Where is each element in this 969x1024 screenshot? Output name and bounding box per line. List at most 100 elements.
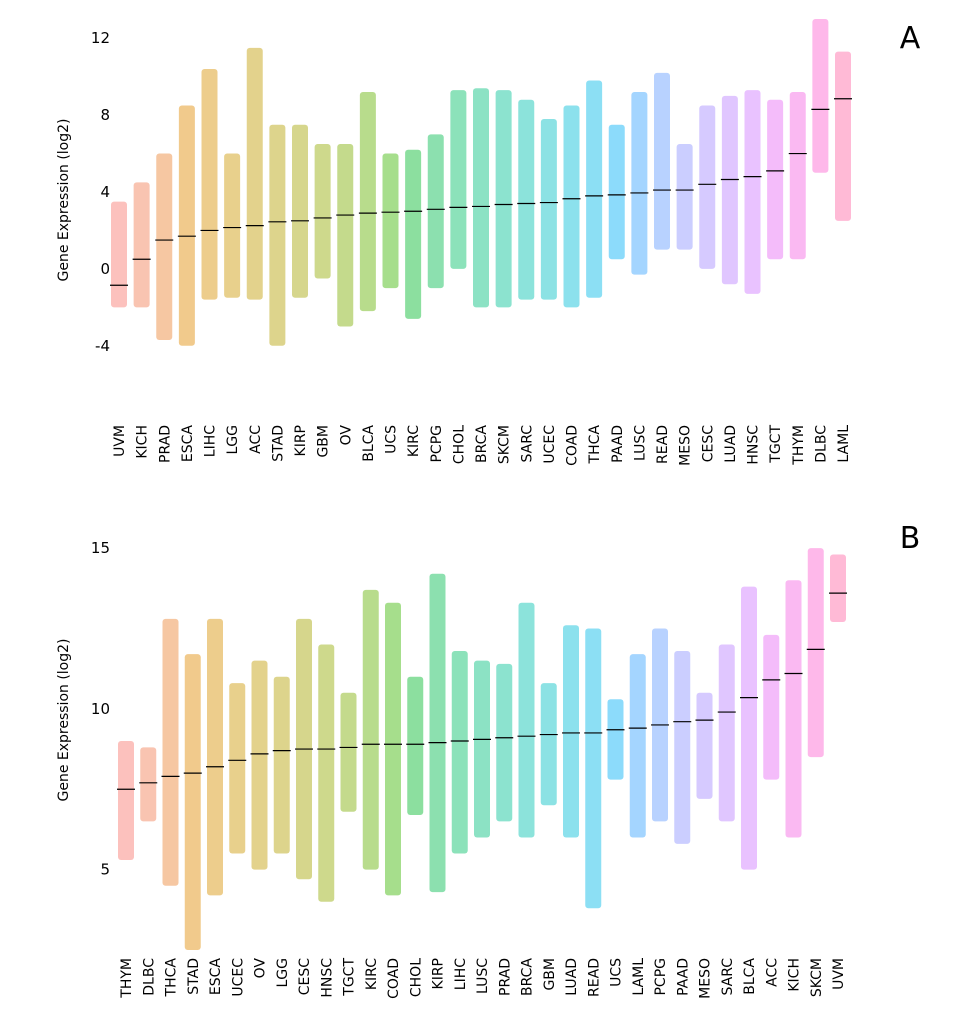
x-tick-label: PRAD bbox=[157, 425, 173, 463]
x-tick-label: KICH bbox=[787, 958, 803, 992]
sample-range bbox=[744, 90, 761, 294]
sample-range bbox=[385, 602, 401, 896]
sample-range bbox=[540, 118, 557, 300]
sample-range bbox=[427, 134, 444, 289]
x-tick-label: THYM bbox=[791, 425, 807, 466]
sample-range bbox=[654, 72, 670, 250]
x-tick-label: SARC bbox=[519, 425, 535, 463]
sample-range bbox=[741, 586, 757, 870]
x-tick-label: BRCA bbox=[520, 958, 536, 996]
x-tick-label: MESO bbox=[698, 958, 714, 999]
sample-range bbox=[292, 124, 308, 298]
x-tick-label: BLCA bbox=[361, 425, 377, 462]
sample-range bbox=[495, 90, 512, 308]
x-tick-label: KIRC bbox=[364, 958, 380, 990]
panel-label: B bbox=[900, 521, 921, 556]
sample-range bbox=[607, 699, 624, 780]
x-tick-label: GBM bbox=[316, 425, 332, 458]
x-tick-label: LGG bbox=[275, 958, 291, 988]
sample-range bbox=[631, 92, 648, 275]
sample-range bbox=[178, 105, 195, 346]
sample-range bbox=[789, 92, 806, 260]
sample-range bbox=[540, 683, 557, 806]
sample-range bbox=[518, 99, 535, 300]
x-tick-label: SARC bbox=[720, 958, 736, 996]
sample-range bbox=[207, 618, 223, 896]
y-tick-label: 4 bbox=[100, 183, 110, 201]
sample-range bbox=[496, 663, 513, 822]
sample-range bbox=[201, 68, 218, 300]
x-tick-label: CHOL bbox=[451, 425, 467, 464]
sample-range bbox=[382, 153, 399, 289]
x-tick-label: LIHC bbox=[453, 958, 469, 990]
x-tick-label: PCPG bbox=[653, 958, 669, 996]
sample-range bbox=[359, 92, 376, 312]
sample-range bbox=[812, 19, 829, 173]
sample-range bbox=[807, 548, 824, 758]
sample-range bbox=[563, 105, 580, 308]
sample-range bbox=[699, 105, 716, 269]
x-tick-label: CESC bbox=[297, 958, 313, 996]
panel-label: A bbox=[900, 21, 921, 56]
sample-range bbox=[118, 741, 134, 860]
sample-range bbox=[340, 692, 357, 812]
sample-range bbox=[314, 143, 331, 279]
x-tick-label: LUAD bbox=[723, 425, 739, 463]
sample-range bbox=[273, 676, 290, 854]
x-tick-label: KICH bbox=[135, 425, 151, 459]
sample-range bbox=[629, 654, 646, 838]
sample-range bbox=[585, 628, 602, 909]
y-tick-label: 8 bbox=[100, 106, 110, 124]
sample-range bbox=[451, 650, 468, 854]
x-tick-label: KIRC bbox=[406, 425, 422, 457]
y-tick-label: 5 bbox=[100, 861, 110, 879]
x-tick-label: LIHC bbox=[203, 425, 219, 457]
sample-range bbox=[608, 124, 625, 260]
x-tick-label: SKCM bbox=[809, 958, 825, 997]
x-tick-label: PRAD bbox=[497, 958, 513, 996]
sample-range bbox=[696, 692, 713, 799]
sample-range bbox=[586, 80, 603, 298]
sample-range bbox=[337, 143, 354, 327]
y-tick-label: 12 bbox=[91, 29, 110, 47]
x-tick-label: COAD bbox=[565, 425, 581, 466]
x-tick-label: DLBC bbox=[813, 425, 829, 463]
sample-range bbox=[767, 99, 784, 260]
x-tick-label: CHOL bbox=[408, 958, 424, 997]
x-tick-label: TGCT bbox=[342, 958, 358, 997]
x-tick-label: TGCT bbox=[768, 425, 784, 464]
x-tick-label: LAML bbox=[836, 425, 852, 463]
x-tick-label: HNSC bbox=[319, 958, 335, 998]
x-tick-label: CESC bbox=[700, 425, 716, 463]
x-tick-label: GBM bbox=[542, 958, 558, 991]
sample-range bbox=[229, 683, 246, 854]
sample-range bbox=[676, 143, 693, 250]
x-tick-label: OV bbox=[338, 425, 354, 446]
x-tick-label: LGG bbox=[225, 425, 241, 455]
sample-range bbox=[518, 602, 535, 838]
x-tick-label: UVM bbox=[831, 958, 847, 990]
sample-range bbox=[184, 654, 201, 950]
sample-range bbox=[407, 676, 424, 815]
x-tick-label: OV bbox=[253, 958, 269, 979]
sample-range bbox=[763, 634, 780, 780]
y-tick-label: 0 bbox=[100, 260, 110, 278]
sample-range bbox=[830, 554, 846, 623]
sample-range bbox=[718, 644, 735, 822]
x-tick-label: PAAD bbox=[675, 958, 691, 996]
sample-range bbox=[362, 589, 379, 870]
sample-range bbox=[251, 660, 268, 870]
x-tick-label: UCEC bbox=[542, 425, 558, 464]
x-tick-label: LAML bbox=[631, 958, 647, 996]
x-tick-label: BRCA bbox=[474, 425, 490, 463]
x-tick-label: MESO bbox=[678, 425, 694, 466]
sample-range bbox=[835, 51, 851, 221]
sample-range bbox=[162, 618, 179, 886]
sample-range bbox=[246, 47, 263, 300]
x-tick-label: ESCA bbox=[208, 958, 224, 996]
x-tick-label: ACC bbox=[248, 425, 264, 454]
sample-range bbox=[474, 660, 490, 838]
x-tick-label: UCEC bbox=[230, 958, 246, 997]
x-tick-label: READ bbox=[586, 958, 602, 997]
